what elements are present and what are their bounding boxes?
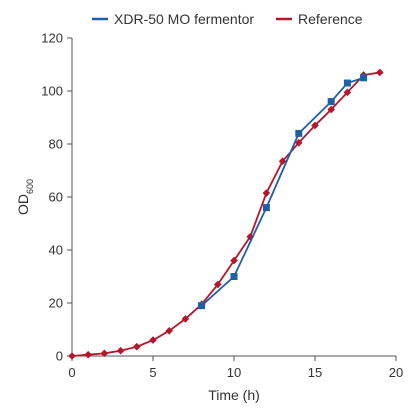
data-point-reference [311, 121, 319, 130]
x-tick-label: 0 [68, 365, 75, 380]
data-point-reference [214, 280, 222, 289]
x-tick-label: 5 [149, 365, 156, 380]
data-point-xdr-50 [327, 98, 335, 106]
axes: 0 20 40 60 80 100 120 0 5 10 15 20 Time (h) OD600 [15, 31, 403, 404]
data-point-xdr-50 [360, 74, 368, 82]
data-point-xdr-50 [295, 129, 303, 137]
legend-item-reference: Reference [276, 11, 363, 27]
data-point-reference [327, 105, 335, 114]
data-point-reference [100, 349, 109, 358]
data-point-xdr-50 [343, 79, 351, 87]
series-line-reference [71, 71, 380, 357]
data-point-reference [230, 256, 238, 265]
data-point-reference [278, 157, 287, 166]
y-tick-label: 80 [49, 137, 63, 152]
x-tick-label: 10 [227, 365, 241, 380]
x-tick-label: 15 [308, 365, 322, 380]
data-point-reference [149, 336, 157, 344]
data-point-xdr-50 [198, 302, 206, 310]
legend-label: Reference [298, 11, 363, 27]
x-axis-title: Time (h) [208, 387, 260, 403]
y-tick-label: 100 [41, 84, 63, 99]
data-point-reference [295, 138, 303, 147]
y-tick-label: 20 [49, 296, 63, 311]
legend-label: XDR-50 MO fermentor [114, 11, 254, 27]
data-point-reference [343, 88, 352, 97]
y-tick-label: 120 [41, 31, 63, 46]
data-point-reference [68, 352, 76, 360]
legend: XDR-50 MO fermentor Reference [92, 11, 363, 27]
y-tick-label: 0 [56, 349, 63, 364]
y-axis-title: OD600 [15, 179, 35, 215]
y-tick-label: 60 [49, 190, 63, 205]
data-point-xdr-50 [262, 204, 270, 212]
y-tick-label: 40 [49, 243, 63, 258]
data-point-reference [116, 346, 125, 355]
x-tick-label: 20 [389, 365, 403, 380]
data-point-reference [262, 189, 271, 197]
data-point-reference [133, 342, 141, 351]
data-point-reference [376, 68, 384, 77]
data-point-reference [181, 315, 190, 323]
data-point-reference [165, 327, 173, 335]
legend-item-xdr-50: XDR-50 MO fermentor [92, 11, 254, 27]
data-point-reference [84, 350, 92, 359]
data-point-xdr-50 [230, 273, 238, 280]
plot-area [68, 68, 384, 360]
